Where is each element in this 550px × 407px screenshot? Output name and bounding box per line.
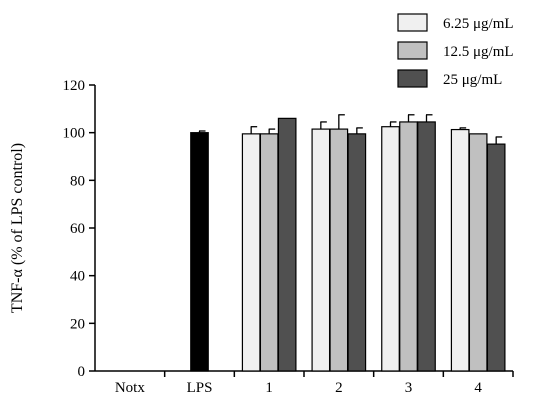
x-tick-label: 1 [265,380,273,396]
x-tick-label: 2 [335,380,343,396]
bar-series-3-cat-4 [486,143,506,372]
bar-series-3-cat-3 [417,121,436,372]
legend-label: 12.5 μg/mL [443,44,514,60]
bars [190,114,506,372]
bar-series-2-cat-3 [399,121,418,372]
y-tick-label: 20 [70,316,85,332]
legend-swatch [397,13,428,32]
bar-series-2-cat-1 [259,133,279,372]
bar-series-1-cat-2 [311,128,331,372]
legend-label: 6.25 μg/mL [443,16,514,32]
x-axis: Notx LPS 1 2 3 4 [95,370,514,396]
bar-series-3-cat-2 [347,133,367,372]
bar-series-1-cat-1 [241,133,261,372]
legend: 6.25 μg/mL 12.5 μg/mL 25 μg/mL [397,13,514,88]
y-tick-label: 60 [70,221,85,237]
y-tick-label: 0 [78,364,86,380]
y-axis: 0 20 40 60 80 100 120 [63,78,96,380]
x-tick-label: 3 [405,380,413,396]
legend-swatch [397,69,428,88]
bar-series-1-cat-4 [450,128,470,372]
bar-lps [190,132,209,372]
bar-series-3-cat-1 [277,117,297,372]
bar-series-1-cat-3 [381,126,400,372]
x-tick-label: 4 [474,380,482,396]
y-tick-label: 80 [70,173,85,189]
y-axis-label: TNF-α (% of LPS control) [9,143,26,313]
bar-series-2-cat-4 [468,133,488,372]
x-tick-label: LPS [187,380,213,396]
legend-swatch [397,41,428,60]
y-tick-label: 100 [63,126,86,142]
y-tick-label: 120 [63,78,86,94]
y-tick-label: 40 [70,269,85,285]
x-tick-label: Notx [115,380,146,396]
bar-series-2-cat-2 [329,128,349,372]
legend-label: 25 μg/mL [443,72,502,88]
